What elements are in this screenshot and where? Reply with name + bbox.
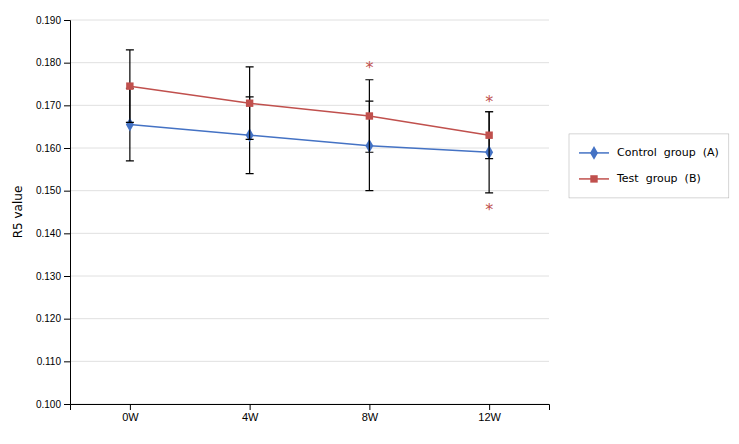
grid-line xyxy=(70,318,549,319)
grid-line xyxy=(70,20,549,21)
grid-line xyxy=(70,190,549,191)
y-tick-label: 0.170 xyxy=(36,100,61,111)
error-bars xyxy=(126,88,493,193)
y-tick-label: 0.100 xyxy=(36,399,61,410)
y-tick-mark xyxy=(64,233,70,234)
x-tick-label: 4W xyxy=(242,411,259,423)
annotations: * * * xyxy=(365,58,493,219)
y-tick-mark xyxy=(64,361,70,362)
series-line xyxy=(130,125,489,153)
chart: 0.100 0.110 0.120 0.130 0.140 0.150 0.160 0.170… xyxy=(0,0,739,444)
point xyxy=(485,131,492,138)
point xyxy=(366,112,373,119)
y-tick-mark xyxy=(64,319,70,320)
y-tick-mark xyxy=(64,20,70,21)
y-tick-mark xyxy=(64,276,70,277)
error-bar xyxy=(246,67,254,140)
grid-line xyxy=(70,105,549,106)
series xyxy=(126,88,493,193)
grid xyxy=(70,20,549,404)
annotation: * xyxy=(485,92,493,111)
y-tick-mark xyxy=(64,148,70,149)
x-tick: 12W xyxy=(478,404,501,423)
x-tick: 8W xyxy=(362,404,379,423)
grid-line xyxy=(70,62,549,63)
x-tick-mark xyxy=(369,404,370,410)
y-tick: 0.100 xyxy=(36,399,70,410)
grid-line xyxy=(70,233,549,234)
error-bar xyxy=(365,80,373,153)
y-tick-label: 0.160 xyxy=(36,143,61,154)
legend-label: Test group (B) xyxy=(616,172,701,185)
annotation: * xyxy=(365,58,373,77)
y-tick-mark xyxy=(64,63,70,64)
y-axis-title: R5 value xyxy=(11,186,25,239)
x-tick-mark xyxy=(489,404,490,410)
y-tick-label: 0.110 xyxy=(37,356,62,367)
grid-line xyxy=(70,148,549,149)
y-tick: 0.190 xyxy=(36,15,70,26)
legend: Control group (A) Test group (B) xyxy=(569,134,729,198)
legend-frame xyxy=(569,134,729,198)
x-tick: 0W xyxy=(122,404,139,423)
series xyxy=(126,50,493,159)
x-tick-mark xyxy=(130,404,131,410)
annotation: * xyxy=(485,200,493,219)
error-bar xyxy=(485,112,493,159)
x-tick-label: 12W xyxy=(478,411,501,423)
x-tick-label: 8W xyxy=(362,411,379,423)
y-tick-label: 0.190 xyxy=(36,15,61,26)
y-tick-label: 0.130 xyxy=(36,271,61,282)
grid-line xyxy=(70,361,549,362)
marks xyxy=(126,50,493,193)
y-tick-label: 0.120 xyxy=(36,313,61,324)
series-line xyxy=(130,86,489,135)
point xyxy=(246,99,253,106)
y-tick: 0.130 xyxy=(36,271,70,282)
y-tick: 0.160 xyxy=(36,143,70,154)
grid-line xyxy=(70,276,549,277)
y-tick-label: 0.180 xyxy=(36,57,61,68)
y-tick: 0.140 xyxy=(36,228,70,239)
point xyxy=(126,82,133,89)
y-tick: 0.150 xyxy=(36,185,70,196)
legend-item: Test group (B) xyxy=(579,172,701,185)
y-axis: 0.100 0.110 0.120 0.130 0.140 0.150 0.160 0.170… xyxy=(36,15,71,410)
y-tick-label: 0.140 xyxy=(36,228,61,239)
x-tick: 4W xyxy=(242,404,259,423)
y-tick: 0.120 xyxy=(36,313,70,324)
legend-marker xyxy=(590,175,597,182)
y-tick-mark xyxy=(64,105,70,106)
y-tick-mark xyxy=(64,191,70,192)
y-tick: 0.170 xyxy=(36,100,70,111)
x-tick-label: 0W xyxy=(122,411,139,423)
plot: 0.100 0.110 0.120 0.130 0.140 0.150 0.160 0.170… xyxy=(36,15,550,423)
error-bar xyxy=(126,50,134,123)
error-bars xyxy=(126,50,493,159)
legend-item: Control group (A) xyxy=(579,146,719,160)
y-tick: 0.180 xyxy=(36,57,70,68)
legend-label: Control group (A) xyxy=(617,146,719,159)
x-tick-mark xyxy=(250,404,251,410)
y-axis-line xyxy=(64,21,71,405)
x-axis-line xyxy=(71,405,550,411)
y-tick: 0.110 xyxy=(37,356,70,367)
legend-marker xyxy=(590,146,598,160)
error-bar xyxy=(485,112,493,193)
x-axis: 0W 4W 8W 12W xyxy=(71,404,550,423)
y-tick-mark xyxy=(64,404,70,405)
y-tick-label: 0.150 xyxy=(36,185,61,196)
